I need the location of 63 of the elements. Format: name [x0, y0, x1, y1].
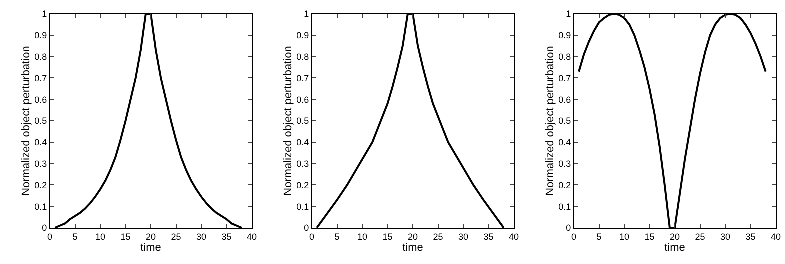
- y-tick-label: 0.6: [296, 94, 310, 105]
- y-tick-label: 0: [42, 223, 48, 234]
- x-axis-title: time: [664, 242, 686, 254]
- y-tick-label: 0.9: [34, 30, 48, 41]
- y-axis-title: Normalized object perturbation: [282, 46, 294, 196]
- x-tick-label: 20: [670, 232, 680, 242]
- y-tick-label: 0.6: [558, 94, 572, 105]
- y-tick-label: 0.2: [34, 180, 48, 190]
- y-tick-label: 0.1: [296, 202, 310, 212]
- x-tick-label: 15: [382, 232, 393, 242]
- y-tick-label: 0: [304, 223, 310, 234]
- y-tick-label: 0.5: [296, 116, 310, 126]
- x-tick-label: 25: [433, 232, 444, 242]
- y-tick-label: 0.3: [34, 158, 48, 169]
- y-tick-label: 0.8: [558, 52, 572, 62]
- x-tick-label: 20: [408, 232, 418, 242]
- y-tick-label: 0.7: [296, 73, 310, 84]
- x-tick-label: 30: [196, 232, 207, 242]
- y-tick-label: 0.5: [34, 116, 48, 126]
- y-tick-label: 0.1: [558, 202, 572, 212]
- x-tick-label: 10: [95, 232, 106, 242]
- y-tick-label: 0.8: [34, 52, 48, 62]
- y-tick-label: 0.6: [34, 94, 48, 105]
- x-tick-label: 25: [695, 232, 706, 242]
- x-tick-label: 40: [508, 232, 520, 242]
- x-tick-label: 5: [596, 232, 602, 242]
- y-tick-label: 1: [304, 9, 310, 20]
- x-axis-title: time: [402, 242, 424, 254]
- y-tick-label: 0.9: [296, 30, 310, 41]
- x-tick-label: 25: [171, 232, 182, 242]
- x-tick-label: 10: [619, 232, 630, 242]
- y-tick-label: 1: [566, 9, 572, 20]
- y-tick-label: 0: [566, 223, 572, 234]
- x-tick-label: 10: [357, 232, 368, 242]
- y-tick-label: 0.4: [296, 138, 310, 148]
- x-axis-title: time: [140, 242, 162, 254]
- y-tick-label: 0.2: [296, 180, 310, 190]
- y-tick-label: 0.7: [558, 73, 572, 84]
- y-axis-title: Normalized object perturbation: [20, 46, 32, 196]
- y-tick-label: 0.8: [296, 52, 310, 62]
- x-tick-label: 40: [770, 232, 782, 242]
- y-tick-label: 0.9: [558, 30, 572, 41]
- x-tick-label: 35: [746, 232, 756, 242]
- y-tick-label: 0.5: [558, 116, 572, 126]
- x-tick-label: 20: [146, 232, 156, 242]
- x-tick-label: 40: [246, 232, 258, 242]
- y-axis-title: Normalized object perturbation: [544, 46, 556, 196]
- y-tick-label: 0.7: [34, 73, 48, 84]
- x-tick-label: 35: [222, 232, 232, 242]
- y-tick-label: 0.3: [558, 158, 572, 169]
- y-tick-label: 0.4: [558, 138, 572, 148]
- y-tick-label: 0.4: [34, 138, 48, 148]
- y-tick-label: 0.3: [296, 158, 310, 169]
- x-tick-label: 5: [334, 232, 340, 242]
- x-tick-label: 30: [720, 232, 731, 242]
- y-tick-label: 0.2: [558, 180, 572, 190]
- x-tick-label: 30: [458, 232, 469, 242]
- x-tick-label: 15: [120, 232, 131, 242]
- y-tick-label: 1: [42, 9, 48, 20]
- x-tick-label: 5: [72, 232, 78, 242]
- x-tick-label: 35: [484, 232, 494, 242]
- x-tick-label: 15: [644, 232, 655, 242]
- y-tick-label: 0.1: [34, 202, 48, 212]
